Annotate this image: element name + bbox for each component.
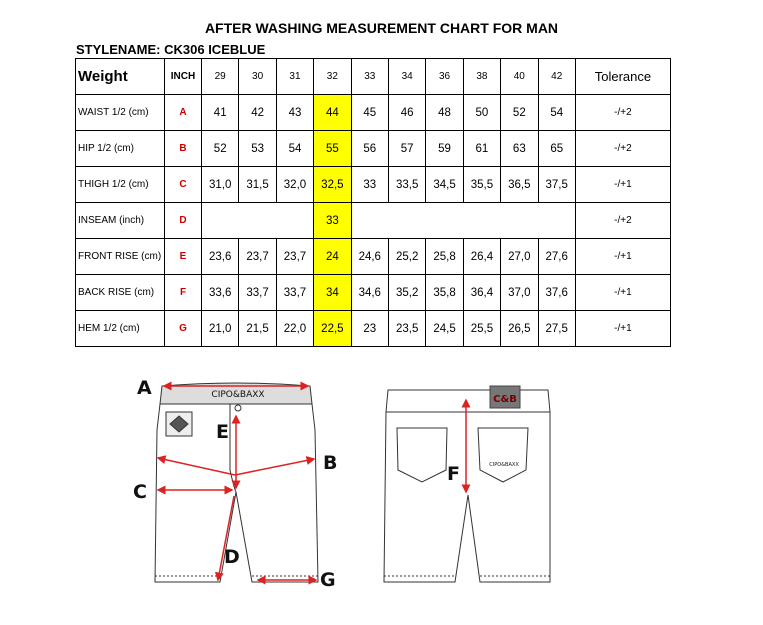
row-code: G xyxy=(164,310,202,347)
size-value: 57 xyxy=(387,130,427,167)
row-label: FRONT RISE (cm) xyxy=(75,238,165,275)
table-row: HIP 1/2 (cm) B 52 53 54 55 56 57 59 61 63 65 -/+2 xyxy=(75,130,671,167)
size-value: 36,4 xyxy=(462,274,502,311)
label-b: B xyxy=(323,452,337,474)
size-value: 59 xyxy=(425,130,464,167)
size-value: 23,7 xyxy=(275,238,315,275)
size-value: 34,6 xyxy=(350,274,389,311)
size-value: 52 xyxy=(200,130,240,167)
row-label: HEM 1/2 (cm) xyxy=(75,310,165,347)
brand-text: CIPO&BAXX xyxy=(211,390,264,400)
size-value: 31,0 xyxy=(200,166,240,203)
size-value: 54 xyxy=(275,130,315,167)
size-value: 24 xyxy=(313,238,352,275)
size-value: 42 xyxy=(238,94,277,131)
row-label: HIP 1/2 (cm) xyxy=(75,130,165,167)
size-value: 33 xyxy=(313,202,352,239)
size-value: 32,5 xyxy=(313,166,352,203)
size-value: 23,6 xyxy=(200,238,240,275)
header-size: 36 xyxy=(425,58,464,95)
header-row: Weight INCH 29 30 31 32 33 34 36 38 40 42 Tolerance xyxy=(75,58,671,95)
header-weight: Weight xyxy=(75,58,165,95)
size-value: 37,0 xyxy=(500,274,539,311)
table-row: WAIST 1/2 (cm) A 41 42 43 44 45 46 48 50 52 54 -/+2 xyxy=(75,94,671,131)
label-g: G xyxy=(320,569,336,591)
size-value: 23,5 xyxy=(387,310,427,347)
pocket-brand-text: CIPO&BAXX xyxy=(489,462,519,468)
size-value: 25,8 xyxy=(425,238,464,275)
measurement-table: Weight INCH 29 30 31 32 33 34 36 38 40 42 Tolerance W… xyxy=(75,58,671,347)
size-value: 31,5 xyxy=(238,166,277,203)
stylename: STYLENAME: CK306 ICEBLUE xyxy=(76,42,266,57)
table-row: INSEAM (inch) D 33 -/+2 xyxy=(75,202,671,239)
page-title: AFTER WASHING MEASUREMENT CHART FOR MAN xyxy=(204,20,559,36)
size-value: 33,5 xyxy=(387,166,427,203)
badge-text: C&B xyxy=(493,394,517,405)
size-value: 22,5 xyxy=(313,310,352,347)
size-value: 46 xyxy=(387,94,427,131)
size-value: 35,5 xyxy=(462,166,502,203)
size-value: 44 xyxy=(313,94,352,131)
size-value: 37,6 xyxy=(537,274,576,311)
row-label: THIGH 1/2 (cm) xyxy=(75,166,165,203)
row-code: E xyxy=(164,238,202,275)
size-value: 35,2 xyxy=(387,274,427,311)
size-value: 53 xyxy=(238,130,277,167)
size-value: 52 xyxy=(500,94,539,131)
row-code: B xyxy=(164,130,202,167)
size-value: 33,6 xyxy=(200,274,240,311)
row-tolerance: -/+1 xyxy=(574,166,671,203)
size-value: 65 xyxy=(537,130,576,167)
size-value: 33,7 xyxy=(275,274,315,311)
row-tolerance: -/+2 xyxy=(574,94,671,131)
empty-cell xyxy=(350,202,576,239)
size-value: 21,5 xyxy=(238,310,277,347)
back-shorts-drawing xyxy=(383,385,551,583)
size-value: 45 xyxy=(350,94,389,131)
size-value: 32,0 xyxy=(275,166,315,203)
size-value: 55 xyxy=(313,130,352,167)
size-value: 25,5 xyxy=(462,310,502,347)
size-value: 27,6 xyxy=(537,238,576,275)
size-value: 22,0 xyxy=(275,310,315,347)
size-value: 26,4 xyxy=(462,238,502,275)
header-size: 34 xyxy=(387,58,427,95)
table-row: FRONT RISE (cm) E 23,6 23,7 23,7 24 24,6 25,2 25… xyxy=(75,238,671,275)
measurement-arrows xyxy=(156,381,471,585)
label-d: D xyxy=(224,546,240,568)
size-value: 24,5 xyxy=(425,310,464,347)
label-e: E xyxy=(216,421,229,443)
header-tolerance: Tolerance xyxy=(574,58,671,95)
size-value: 27,0 xyxy=(500,238,539,275)
size-value: 24,6 xyxy=(350,238,389,275)
size-value: 50 xyxy=(462,94,502,131)
row-tolerance: -/+1 xyxy=(574,310,671,347)
size-value: 56 xyxy=(350,130,389,167)
table-row: THIGH 1/2 (cm) C 31,0 31,5 32,0 32,5 33 33,5 34,… xyxy=(75,166,671,203)
header-size: 31 xyxy=(275,58,315,95)
row-label: WAIST 1/2 (cm) xyxy=(75,94,165,131)
label-f: F xyxy=(447,463,460,485)
table-row: HEM 1/2 (cm) G 21,0 21,5 22,0 22,5 23 23,5 24,5 2… xyxy=(75,310,671,347)
empty-cell xyxy=(200,202,315,239)
label-a: A xyxy=(137,377,152,399)
row-code: D xyxy=(164,202,202,239)
header-size: 42 xyxy=(537,58,576,95)
row-label: INSEAM (inch) xyxy=(75,202,165,239)
size-value: 23,7 xyxy=(238,238,277,275)
size-value: 27,5 xyxy=(537,310,576,347)
size-value: 37,5 xyxy=(537,166,576,203)
table-row: BACK RISE (cm) F 33,6 33,7 33,7 34 34,6 35,2 35,… xyxy=(75,274,671,311)
size-value: 34 xyxy=(313,274,352,311)
size-value: 33 xyxy=(350,166,389,203)
row-code: F xyxy=(164,274,202,311)
label-c: C xyxy=(133,481,147,503)
size-value: 23 xyxy=(350,310,389,347)
header-size: 30 xyxy=(238,58,277,95)
